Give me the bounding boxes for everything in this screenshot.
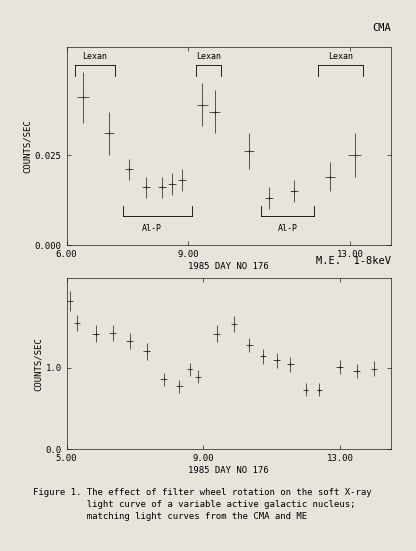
Text: Lexan: Lexan [82,52,107,61]
X-axis label: 1985 DAY NO 176: 1985 DAY NO 176 [188,262,269,271]
Text: light curve of a variable active galactic nucleus;: light curve of a variable active galacti… [33,500,356,509]
Text: Al-P: Al-P [277,224,297,233]
Y-axis label: COUNTS/SEC: COUNTS/SEC [23,119,32,173]
Text: M.E.  1-8keV: M.E. 1-8keV [316,256,391,266]
Text: CMA: CMA [372,23,391,33]
Text: matching light curves from the CMA and ME: matching light curves from the CMA and M… [33,512,307,521]
Text: Al-P: Al-P [142,224,162,233]
Text: Figure 1. The effect of filter wheel rotation on the soft X-ray: Figure 1. The effect of filter wheel rot… [33,488,372,496]
Text: Lexan: Lexan [328,52,353,61]
Y-axis label: COUNTS/SEC: COUNTS/SEC [34,337,43,391]
X-axis label: 1985 DAY NO 176: 1985 DAY NO 176 [188,466,269,475]
Text: Lexan: Lexan [196,52,221,61]
